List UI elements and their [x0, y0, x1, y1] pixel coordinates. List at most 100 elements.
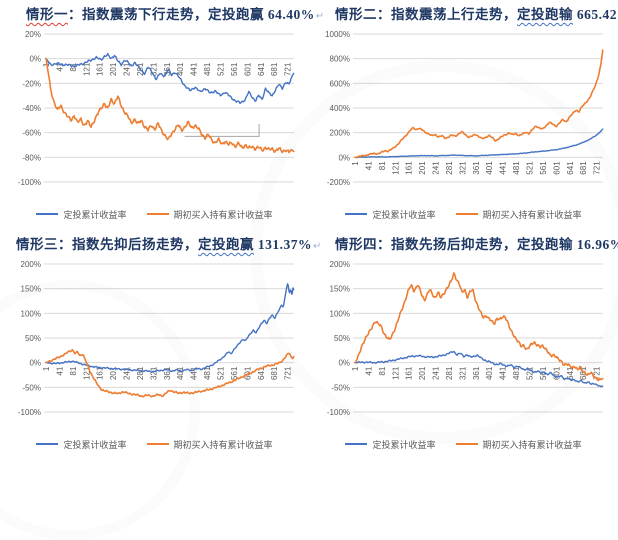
y-tick-label: -100% [18, 408, 41, 417]
x-tick-label: 161 [405, 161, 414, 175]
x-tick-label: 81 [378, 161, 387, 170]
chart-legend: 定投累计收益率 期初买入持有累计收益率 [0, 435, 309, 453]
chart-title: 情形二：指数震荡上行走势，定投跑输 665.42% ↵ [309, 4, 618, 26]
x-tick-label: 121 [391, 161, 400, 175]
series-line-buy-hold [45, 348, 295, 398]
y-tick-label: -80% [22, 153, 41, 162]
x-tick-label: 481 [512, 366, 521, 380]
x-tick-label: 641 [257, 62, 266, 76]
x-tick-label: 201 [109, 366, 118, 380]
y-tick-label: 200% [330, 129, 350, 138]
chart-panel-scenario-2: 情形二：指数震荡上行走势，定投跑输 665.42% ↵ 1000% 800% 600%… [309, 0, 618, 230]
legend-label: 期初买入持有累计收益率 [482, 439, 582, 450]
y-tick-label: 50% [25, 334, 41, 343]
y-tick-label: -100% [18, 178, 41, 187]
y-tick-label: 200% [330, 260, 350, 269]
x-tick-label: 561 [230, 62, 239, 76]
title-segment: 定投跑输 [517, 7, 573, 22]
y-tick-label: 0% [338, 359, 350, 368]
x-tick-label: 241 [432, 366, 441, 380]
y-tick-label: -40% [22, 104, 41, 113]
y-tick-label: 0% [29, 55, 41, 64]
chart-area: 1000% 800% 600% 400% 200% 0% -200% 1 41 81 121 161 2… [309, 26, 618, 204]
chart-legend: 定投累计收益率 期初买入持有累计收益率 [309, 205, 618, 223]
x-tick-label: 241 [432, 161, 441, 175]
y-tick-label: 150% [21, 285, 41, 294]
legend-line-swatch [345, 213, 368, 215]
x-tick-label: 481 [512, 161, 521, 175]
x-tick-label: 561 [539, 366, 548, 380]
chart-legend: 定投累计收益率 期初买入持有累计收益率 [0, 205, 309, 223]
y-tick-label: -200% [327, 178, 350, 187]
x-tick-label: 521 [217, 62, 226, 76]
x-tick-label: 561 [539, 161, 548, 175]
legend-label: 期初买入持有累计收益率 [173, 439, 273, 450]
x-tick-label: 601 [243, 62, 252, 76]
series-line-buy-hold [354, 49, 604, 159]
y-tick-label: 150% [330, 285, 350, 294]
y-tick-label: -50% [331, 383, 350, 392]
x-tick-label: 481 [203, 62, 212, 76]
legend-line-swatch [36, 443, 59, 445]
chart-title: 情形三：指数先抑后扬走势，定投跑赢 131.37%↵ [0, 234, 321, 256]
x-tick-label: 721 [593, 366, 602, 380]
legend-label: 定投累计收益率 [63, 209, 127, 220]
title-segment: 定投跑赢 [198, 237, 254, 252]
y-tick-label: 200% [21, 260, 41, 269]
x-tick-label: 241 [123, 62, 132, 76]
chart-area: 200% 150% 100% 50% 0% -50% -100% 1 41 81 121 161 201… [309, 256, 618, 434]
x-tick-label: 361 [163, 62, 172, 76]
chart-panel-scenario-4: 情形四：指数先扬后抑走势，定投跑输 16.96% ↵ 200% 150% 100% 50… [309, 230, 618, 460]
chart-area: 200% 150% 100% 50% 0% -50% -100% 1 41 81 121 161 201… [0, 256, 309, 434]
x-tick-label: 721 [284, 366, 293, 380]
series-line-buy-hold [354, 272, 604, 382]
x-tick-label: 521 [526, 366, 535, 380]
x-tick-label: 121 [82, 62, 91, 76]
series-line-dca [45, 283, 295, 373]
y-tick-label: 0% [29, 359, 41, 368]
legend-item: 期初买入持有累计收益率 [146, 438, 273, 451]
line-chart: 20%0%-20%-40%-60%-80%-100%1 41 81 121 161 201… [18, 30, 295, 187]
x-tick-label: 1 [351, 366, 360, 371]
legend-line-swatch [36, 213, 59, 215]
x-tick-label: 481 [203, 366, 212, 380]
x-tick-label: 281 [136, 366, 145, 380]
legend-label: 定投累计收益率 [372, 209, 436, 220]
paragraph-mark: ↵ [313, 241, 322, 252]
x-tick-label: 401 [485, 161, 494, 175]
series-line-dca [354, 350, 604, 388]
title-segment: ：指数震荡下行走势，定投跑赢 64.40% [68, 7, 315, 22]
x-tick-label: 321 [149, 62, 158, 76]
title-segment: 情形一 [26, 7, 68, 22]
y-tick-label: -50% [22, 383, 41, 392]
title-segment: 情形三：指数先抑后扬走势， [16, 237, 198, 252]
legend-item: 期初买入持有累计收益率 [455, 208, 582, 221]
series-line-dca [354, 128, 604, 159]
legend-label: 期初买入持有累计收益率 [173, 209, 273, 220]
legend-line-swatch [146, 213, 169, 215]
title-segment: 情形四：指数先扬后抑走势，定投跑输 16.96% [335, 237, 618, 252]
x-tick-label: 441 [499, 161, 508, 175]
x-tick-label: 601 [552, 161, 561, 175]
x-tick-label: 441 [190, 366, 199, 380]
x-tick-label: 601 [552, 366, 561, 380]
legend-item: 定投累计收益率 [345, 438, 436, 451]
title-segment: 131.37% [254, 237, 312, 252]
legend-label: 期初买入持有累计收益率 [482, 209, 582, 220]
y-tick-label: -100% [327, 408, 350, 417]
y-tick-label: 400% [330, 104, 350, 113]
x-tick-label: 361 [472, 161, 481, 175]
x-tick-label: 41 [55, 366, 64, 375]
series-line-dca [45, 52, 295, 105]
y-tick-label: -20% [22, 79, 41, 88]
x-tick-label: 441 [499, 366, 508, 380]
x-tick-label: 81 [378, 366, 387, 375]
legend-line-swatch [455, 213, 478, 215]
x-tick-label: 281 [445, 161, 454, 175]
x-tick-label: 681 [579, 161, 588, 175]
y-tick-label: 1000% [325, 30, 350, 39]
y-tick-label: 800% [330, 55, 350, 64]
x-tick-label: 81 [69, 62, 78, 71]
x-tick-label: 361 [472, 366, 481, 380]
